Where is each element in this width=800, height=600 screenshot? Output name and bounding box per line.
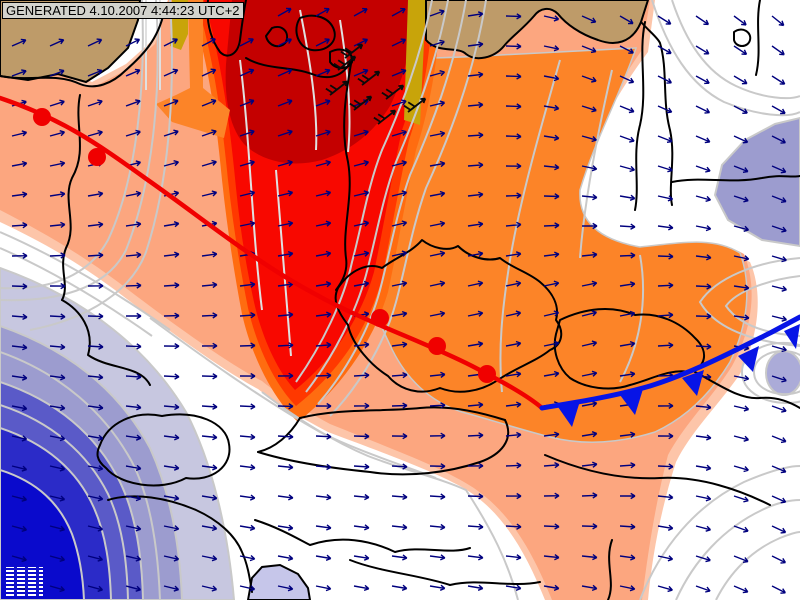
temperature-fill-layer [0,0,758,600]
border-hungary-croatia [544,454,771,506]
warm-front-semicircle [428,337,446,355]
warm-front-semicircle [371,309,389,327]
border-slovenia [254,519,541,586]
warm-front-semicircle [33,108,51,126]
border-poland-east [634,21,646,211]
mini-legend-pattern [6,567,43,596]
border-rhine [61,299,151,386]
border-hungary-north [694,371,800,409]
band-orange [344,47,748,444]
cold-front-triangle [620,389,643,415]
lavender-wedge-east [713,116,800,248]
wind-barbs-layer [11,7,787,594]
border-hungary-east [607,539,613,600]
border-switzerland [96,413,231,487]
fronts-layer [0,95,800,427]
border-oder [335,57,353,291]
border-nw-coast [0,11,165,88]
cold-fill-layer [0,266,236,600]
cold-front-triangle [682,370,704,396]
warm-front-semicircle [88,148,106,166]
border-austria-south [257,419,510,476]
border-austria-west [257,417,301,453]
cold-front-triangle [784,324,800,349]
adriatic-patch [246,563,312,600]
lavender-patches-layer [246,116,800,600]
border-lithuania [755,0,761,76]
generated-timestamp-label: GENERATED 4.10.2007 4:44:23 UTC+2 [2,2,244,19]
border-loop [733,28,752,47]
band-dark-red [225,0,416,164]
border-german-baltic-coast [245,57,353,79]
cold-front-triangle [738,346,759,372]
border-italy-north [107,495,253,593]
band-orange-sliver-west [156,0,230,138]
cold-front-triangle [558,401,580,427]
border-austria-danube [299,406,506,421]
warm-front-semicircle [478,365,496,383]
lavender-blob-east [765,350,800,396]
border-belarus [671,175,800,183]
border-czech [334,239,563,393]
